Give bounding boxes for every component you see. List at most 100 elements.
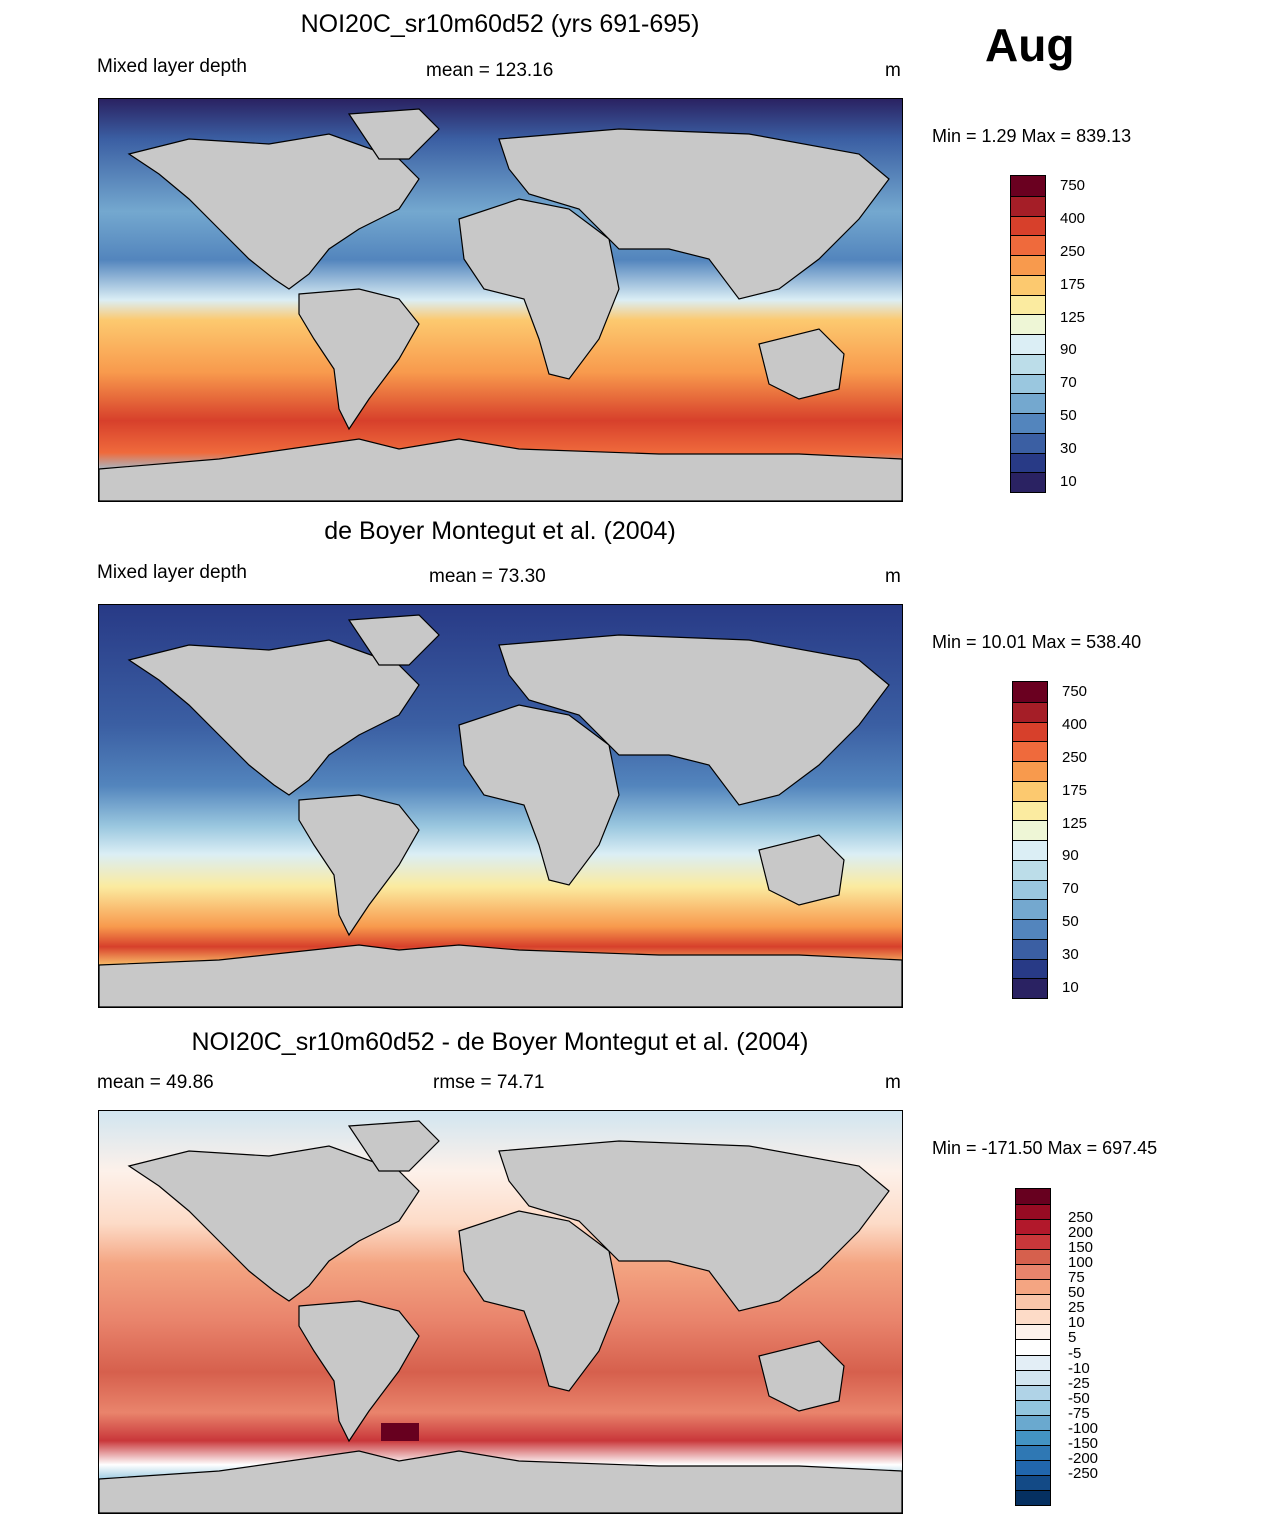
panel-1-minmax: Min = 1.29 Max = 839.13 [932,126,1132,146]
panel-2-colorbar [1012,681,1048,999]
colorbar-tick-label: 70 [1060,374,1077,392]
colorbar-tick-label: 400 [1060,209,1086,227]
colorbar-tick-label: -10 [1068,1359,1090,1377]
colorbar-swatch [1016,1354,1050,1370]
panel-1-variable-label: Mixed layer depth [97,56,247,77]
colorbar-tick-label: 50 [1062,913,1079,931]
colorbar-tick-label: 10 [1062,979,1079,997]
panel-2-minmax: Min = 10.01 Max = 538.40 [932,632,1142,652]
panel-3-land [99,1120,902,1513]
panel-3-title: NOI20C_sr10m60d52 - de Boyer Montegut et… [191,1028,809,1056]
colorbar-swatch [1013,938,1047,959]
panel-2-variable-label: Mixed layer depth [97,562,247,583]
panel-3-colorbar [1015,1188,1051,1506]
colorbar-tick-label: -250 [1068,1464,1099,1482]
colorbar-tick-label: 750 [1062,682,1088,700]
colorbar-swatch [1011,195,1045,216]
colorbar-swatch [1011,413,1045,433]
colorbar-swatch [1011,452,1045,473]
colorbar-tick-label: 25 [1068,1299,1085,1317]
colorbar-swatch [1011,373,1045,394]
colorbar-tick-label: 125 [1060,308,1086,326]
colorbar-swatch [1011,353,1045,374]
colorbar-swatch [1016,1384,1050,1400]
colorbar-tick-label: 90 [1062,847,1079,865]
colorbar-swatch [1011,432,1045,453]
panel-1-title: NOI20C_sr10m60d52 (yrs 691-695) [300,10,700,38]
colorbar-tick-label: 50 [1060,407,1077,425]
colorbar-tick-label: -50 [1068,1389,1090,1407]
colorbar-tick-label: -100 [1068,1419,1099,1437]
colorbar-swatch [1011,176,1045,196]
colorbar-swatch [1016,1429,1050,1445]
colorbar-swatch [1016,1294,1050,1310]
colorbar-swatch [1016,1249,1050,1265]
month-label: Aug [985,19,1075,71]
colorbar-swatch [1013,899,1047,919]
colorbar-tick-label: 70 [1062,880,1079,898]
colorbar-swatch [1016,1264,1050,1280]
colorbar-swatch [1016,1369,1050,1385]
colorbar-swatch [1016,1339,1050,1355]
colorbar-tick-label: 750 [1060,176,1086,194]
colorbar-swatch [1011,215,1045,236]
colorbar-swatch [1016,1204,1050,1220]
colorbar-swatch [1011,235,1045,255]
colorbar-tick-label: -150 [1068,1434,1099,1452]
colorbar-tick-label: 5 [1068,1329,1077,1347]
colorbar-tick-label: 250 [1062,748,1088,766]
panel-1-mean-label: mean = 123.16 [426,60,554,81]
colorbar-swatch [1016,1324,1050,1340]
colorbar-tick-label: 175 [1062,781,1088,799]
colorbar-tick-label: 175 [1060,275,1086,293]
colorbar-swatch [1013,879,1047,900]
colorbar-swatch [1013,919,1047,939]
colorbar-tick-label: -75 [1068,1404,1090,1422]
colorbar-swatch [1011,314,1045,334]
colorbar-swatch [1013,958,1047,979]
panel-2-title: de Boyer Montegut et al. (2004) [324,517,676,545]
panel-1-colorbar [1010,175,1046,493]
colorbar-tick-label: 10 [1068,1314,1085,1332]
colorbar-swatch [1011,255,1045,275]
colorbar-swatch [1013,780,1047,801]
colorbar-swatch [1016,1234,1050,1250]
colorbar-swatch [1013,840,1047,860]
panel-2-observed-mld-map [98,604,903,1008]
colorbar-tick-label: 400 [1062,715,1088,733]
panel-1-model-mld-map [98,98,903,502]
colorbar-swatch [1013,682,1047,702]
colorbar-tick-label: 30 [1060,440,1077,458]
colorbar-swatch [1016,1489,1050,1505]
panel-2-land [99,614,902,1007]
colorbar-swatch [1011,393,1045,413]
panel-1-land [99,108,902,501]
colorbar-swatch [1016,1414,1050,1430]
colorbar-swatch [1016,1474,1050,1490]
colorbar-swatch [1013,761,1047,781]
colorbar-tick-label: 250 [1060,242,1086,260]
colorbar-tick-label: -25 [1068,1374,1090,1392]
colorbar-swatch [1013,859,1047,880]
colorbar-swatch [1016,1189,1050,1205]
panel-3-hotspot [381,1423,419,1441]
colorbar-tick-label: 200 [1068,1224,1094,1242]
colorbar-swatch [1013,820,1047,840]
colorbar-swatch [1011,274,1045,295]
panel-3-difference-map [98,1110,903,1514]
panel-2-units-label: m [885,566,901,587]
colorbar-tick-label: 10 [1060,473,1077,491]
colorbar-swatch [1016,1279,1050,1295]
colorbar-tick-label: -5 [1068,1344,1082,1362]
panel-3-rmse-label: rmse = 74.71 [433,1072,545,1093]
colorbar-swatch [1013,701,1047,722]
panel-3-minmax: Min = -171.50 Max = 697.45 [932,1138,1158,1158]
colorbar-tick-label: 30 [1062,946,1079,964]
colorbar-swatch [1016,1219,1050,1235]
colorbar-swatch [1011,334,1045,354]
colorbar-tick-label: 125 [1062,814,1088,832]
colorbar-swatch [1011,472,1045,492]
colorbar-swatch [1011,294,1045,315]
colorbar-swatch [1016,1399,1050,1415]
colorbar-tick-label: -200 [1068,1449,1099,1467]
